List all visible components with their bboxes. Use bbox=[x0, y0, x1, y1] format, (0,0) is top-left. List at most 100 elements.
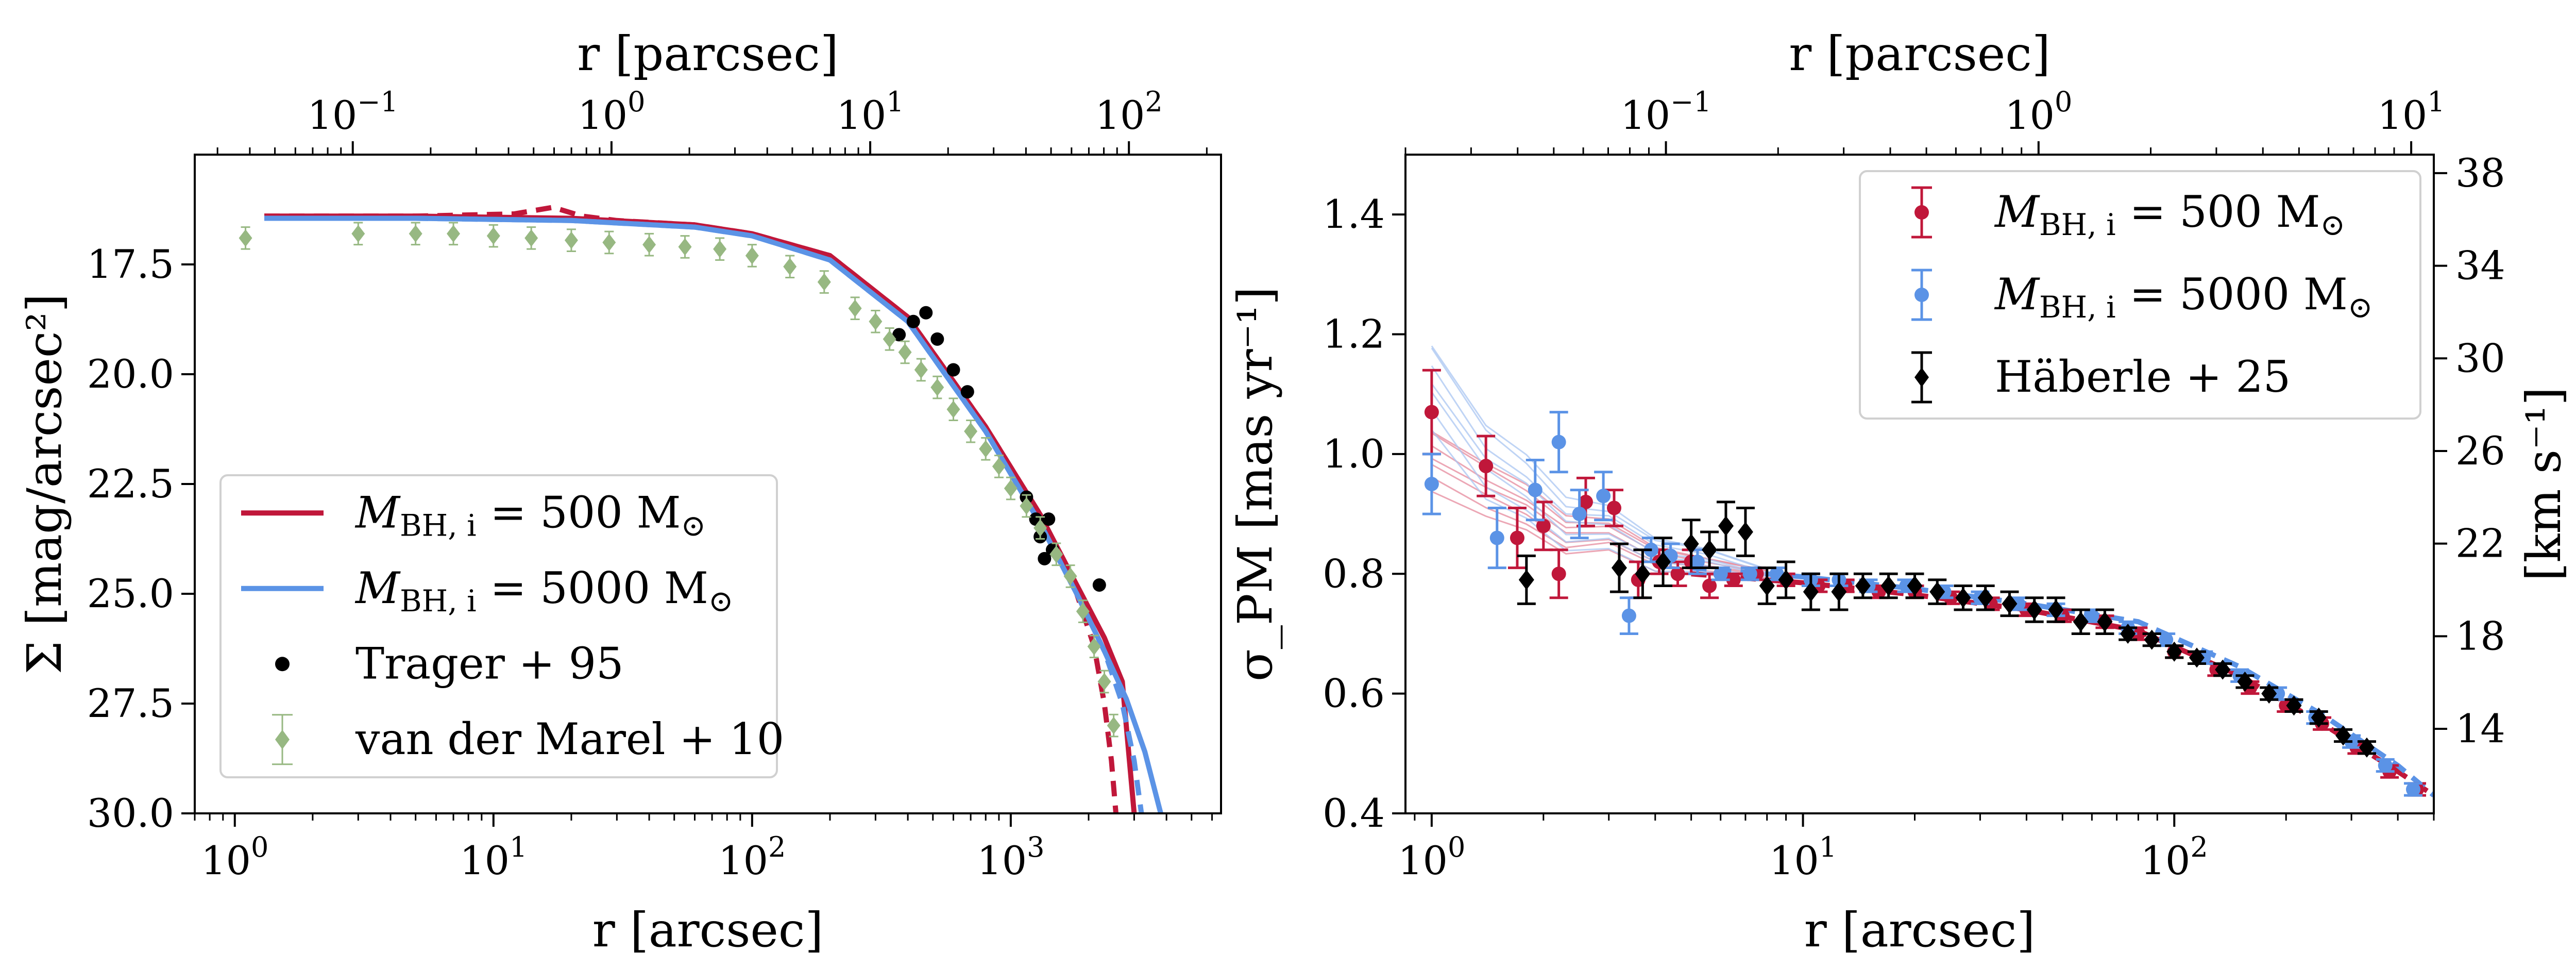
top-x-axis-label: r [parcsec] bbox=[577, 26, 838, 81]
data-point bbox=[1955, 588, 1971, 608]
data-point bbox=[1076, 603, 1090, 620]
legend-label: MBH, i = 5000 M⊙ bbox=[1994, 269, 2373, 325]
legend-marker bbox=[275, 729, 290, 749]
data-point bbox=[713, 240, 727, 258]
data-point bbox=[2073, 611, 2089, 632]
legend-box bbox=[1859, 170, 2421, 420]
top-x-tick-label: 10−1 bbox=[308, 86, 398, 138]
data-point bbox=[992, 458, 1006, 475]
data-point bbox=[869, 312, 883, 330]
data-point bbox=[1606, 500, 1621, 515]
top-x-tick-label: 101 bbox=[837, 86, 904, 138]
data-point bbox=[914, 361, 928, 379]
y-tick-label: 27.5 bbox=[87, 680, 174, 726]
y-tick-label: 30.0 bbox=[87, 790, 174, 836]
y-tick-label: 25.0 bbox=[87, 571, 174, 616]
data-point bbox=[1929, 581, 1945, 602]
model-realization-line bbox=[1431, 383, 1768, 576]
model-realization-line bbox=[1431, 345, 1768, 570]
y-tick-label: 17.5 bbox=[87, 241, 174, 287]
data-point bbox=[1424, 405, 1439, 420]
y-tick-label: 1.0 bbox=[1323, 431, 1385, 477]
right-y-tick-label: 38 bbox=[2455, 150, 2505, 196]
legend-label: Häberle + 25 bbox=[1995, 352, 2291, 402]
data-point bbox=[642, 236, 656, 254]
data-point bbox=[1655, 552, 1671, 572]
top-x-axis-label: r [parcsec] bbox=[1789, 26, 2050, 81]
data-point bbox=[1726, 572, 1741, 587]
data-point bbox=[930, 332, 944, 346]
data-point bbox=[2011, 596, 2026, 611]
data-point bbox=[2120, 623, 2136, 644]
x-tick-label: 101 bbox=[1769, 831, 1837, 883]
model-curve-dashed bbox=[1691, 565, 2434, 797]
data-point bbox=[960, 385, 974, 399]
data-point bbox=[678, 238, 692, 256]
right-y-tick-label: 14 bbox=[2455, 706, 2505, 752]
legend-marker bbox=[1914, 205, 1929, 220]
y-tick-label: 22.5 bbox=[87, 461, 174, 507]
data-point bbox=[486, 227, 500, 245]
data-point bbox=[883, 330, 896, 348]
data-point bbox=[1479, 459, 1494, 474]
legend-label: MBH, i = 500 M⊙ bbox=[1994, 187, 2345, 242]
data-point bbox=[1536, 519, 1551, 533]
data-point bbox=[2261, 683, 2277, 704]
legend-marker bbox=[1914, 368, 1929, 387]
data-point bbox=[2166, 641, 2182, 662]
top-x-tick-label: 102 bbox=[1095, 86, 1163, 138]
legend-dot-swatch bbox=[275, 657, 290, 672]
data-point bbox=[1033, 519, 1047, 537]
data-point bbox=[1042, 512, 1056, 526]
legend: MBH, i = 500 M⊙ MBH, i = 5000 M⊙ Häberle +… bbox=[1859, 170, 2421, 420]
data-point bbox=[1907, 576, 1923, 596]
data-point bbox=[2286, 695, 2302, 716]
data-point bbox=[2237, 671, 2253, 692]
data-point bbox=[1713, 566, 1728, 581]
right-y-tick-label: 22 bbox=[2455, 521, 2505, 566]
y-tick-label: 0.6 bbox=[1323, 671, 1385, 716]
data-point bbox=[351, 225, 365, 243]
model-realization-line bbox=[1431, 347, 1768, 571]
data-point bbox=[1702, 578, 1717, 593]
legend-box bbox=[219, 474, 778, 778]
data-point bbox=[1424, 477, 1439, 491]
data-point bbox=[2405, 782, 2420, 797]
data-point bbox=[1611, 558, 1627, 578]
data-point bbox=[1742, 566, 1757, 581]
data-point bbox=[930, 378, 944, 396]
data-point bbox=[2311, 707, 2327, 728]
data-point bbox=[2270, 686, 2285, 701]
data-point bbox=[1107, 716, 1121, 735]
x-axis-label: r [arcsec] bbox=[1804, 903, 2036, 958]
data-point bbox=[1551, 566, 1566, 581]
data-point bbox=[1049, 545, 1063, 563]
data-point bbox=[1097, 673, 1111, 691]
data-point bbox=[1092, 578, 1106, 592]
data-point bbox=[1020, 497, 1033, 515]
data-point bbox=[1718, 515, 1734, 536]
velocity-dispersion-panel: 100 101 102 10−1 100 101 0.4 0.6 0.8 1.0 1.2 1.4 14 1… bbox=[1228, 26, 2571, 958]
right-y-tick-label: 18 bbox=[2455, 613, 2505, 659]
data-point bbox=[964, 422, 978, 440]
data-point bbox=[2335, 725, 2351, 746]
data-point bbox=[848, 299, 862, 318]
data-point bbox=[1528, 482, 1543, 497]
data-point bbox=[447, 225, 461, 243]
data-point bbox=[1855, 576, 1871, 596]
data-point bbox=[2026, 599, 2042, 620]
y-tick-label: 1.4 bbox=[1323, 191, 1385, 237]
data-point bbox=[602, 233, 616, 252]
data-point bbox=[745, 247, 759, 264]
data-point bbox=[2144, 629, 2160, 650]
y-tick-label: 1.2 bbox=[1323, 311, 1385, 357]
data-point bbox=[2378, 758, 2393, 773]
data-point bbox=[1578, 494, 1593, 509]
legend-label: Trager + 95 bbox=[355, 638, 624, 689]
y-tick-label: 0.8 bbox=[1323, 550, 1385, 596]
x-tick-label: 103 bbox=[977, 831, 1044, 883]
data-point bbox=[1778, 570, 1794, 590]
x-tick-label: 100 bbox=[1398, 831, 1465, 883]
model-curve-dashed bbox=[264, 205, 1118, 813]
